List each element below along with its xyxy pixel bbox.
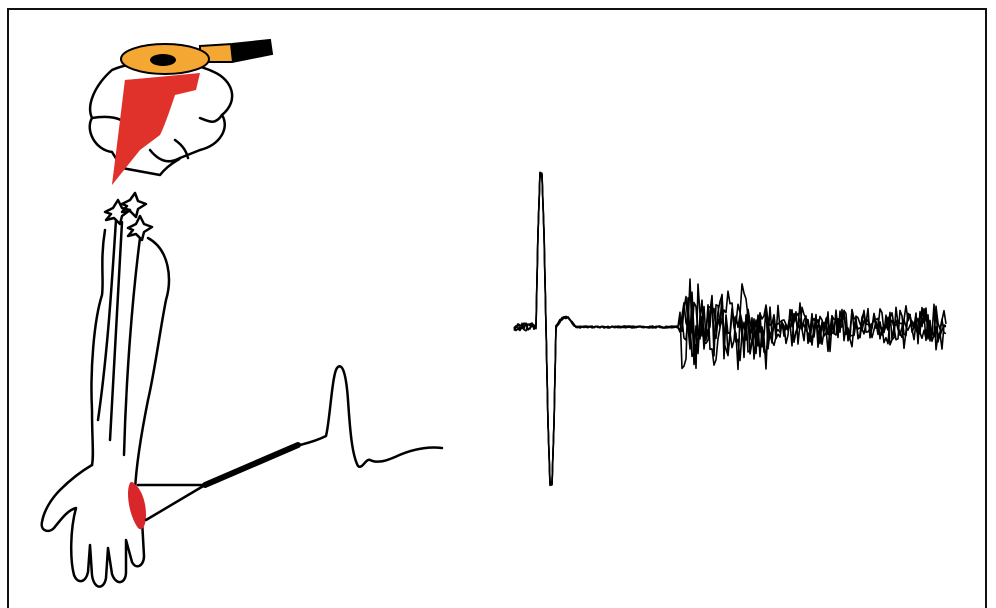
stimulus-arrow-icon	[112, 73, 200, 185]
recording-electrode-icon	[128, 442, 301, 530]
head-outline	[88, 60, 234, 177]
emg-recording-trace	[513, 171, 947, 487]
nerve-fibers	[96, 218, 142, 457]
spinal-neurons	[103, 191, 154, 242]
schematic-mep-waveform	[298, 365, 444, 469]
emg-trace-sweep	[513, 171, 947, 487]
tms-coil-icon	[120, 38, 274, 75]
arm-outline	[90, 228, 171, 492]
figure-frame	[7, 8, 987, 608]
hand-outline	[40, 463, 146, 588]
